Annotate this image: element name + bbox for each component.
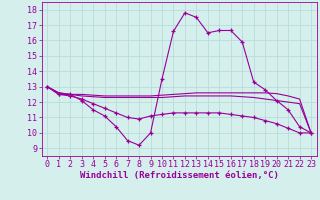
X-axis label: Windchill (Refroidissement éolien,°C): Windchill (Refroidissement éolien,°C) xyxy=(80,171,279,180)
